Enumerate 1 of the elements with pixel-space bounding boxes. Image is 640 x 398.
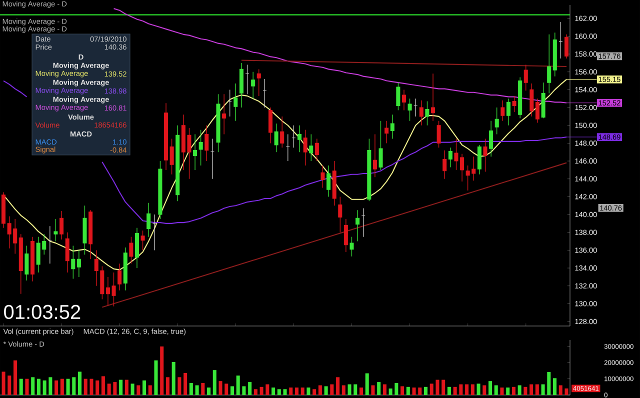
annotation: 01:03:52 [4, 304, 80, 320]
